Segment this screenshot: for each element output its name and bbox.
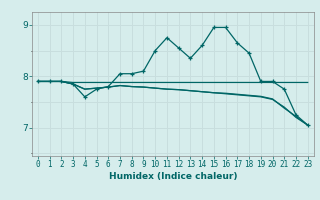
X-axis label: Humidex (Indice chaleur): Humidex (Indice chaleur) [108,172,237,181]
